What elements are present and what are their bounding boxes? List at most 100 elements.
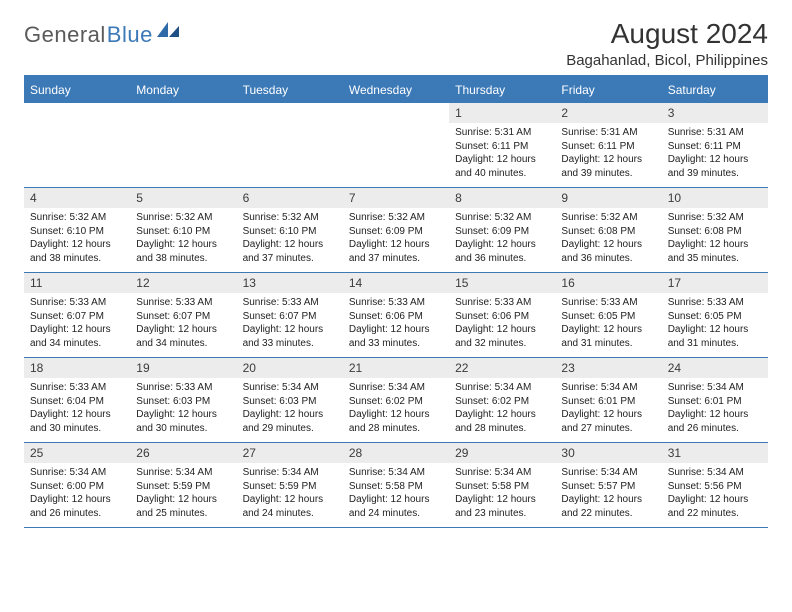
calendar-cell: 12Sunrise: 5:33 AMSunset: 6:07 PMDayligh… [130, 273, 236, 357]
day-number: 11 [24, 273, 130, 293]
sunrise-text: Sunrise: 5:33 AM [243, 296, 337, 310]
sunset-text: Sunset: 6:10 PM [30, 225, 124, 239]
calendar-week: 25Sunrise: 5:34 AMSunset: 6:00 PMDayligh… [24, 443, 768, 528]
day-number [24, 103, 130, 123]
day-body: Sunrise: 5:34 AMSunset: 6:00 PMDaylight:… [24, 463, 130, 524]
day-number: 19 [130, 358, 236, 378]
day-number: 22 [449, 358, 555, 378]
day-body: Sunrise: 5:31 AMSunset: 6:11 PMDaylight:… [662, 123, 768, 184]
sunset-text: Sunset: 6:10 PM [136, 225, 230, 239]
daylight-text: Daylight: 12 hours and 26 minutes. [668, 408, 762, 435]
calendar-grid: Sunday Monday Tuesday Wednesday Thursday… [24, 75, 768, 528]
daylight-text: Daylight: 12 hours and 35 minutes. [668, 238, 762, 265]
calendar-week: 4Sunrise: 5:32 AMSunset: 6:10 PMDaylight… [24, 188, 768, 273]
calendar-cell: 7Sunrise: 5:32 AMSunset: 6:09 PMDaylight… [343, 188, 449, 272]
sunset-text: Sunset: 6:00 PM [30, 480, 124, 494]
sunset-text: Sunset: 6:08 PM [561, 225, 655, 239]
sunset-text: Sunset: 6:05 PM [668, 310, 762, 324]
sunrise-text: Sunrise: 5:33 AM [30, 296, 124, 310]
calendar-cell: 13Sunrise: 5:33 AMSunset: 6:07 PMDayligh… [237, 273, 343, 357]
daylight-text: Daylight: 12 hours and 37 minutes. [349, 238, 443, 265]
day-body: Sunrise: 5:34 AMSunset: 6:03 PMDaylight:… [237, 378, 343, 439]
day-number: 24 [662, 358, 768, 378]
sunrise-text: Sunrise: 5:32 AM [561, 211, 655, 225]
calendar-cell: 1Sunrise: 5:31 AMSunset: 6:11 PMDaylight… [449, 103, 555, 187]
day-body: Sunrise: 5:33 AMSunset: 6:04 PMDaylight:… [24, 378, 130, 439]
sunrise-text: Sunrise: 5:33 AM [455, 296, 549, 310]
calendar-cell: 19Sunrise: 5:33 AMSunset: 6:03 PMDayligh… [130, 358, 236, 442]
calendar-cell: 9Sunrise: 5:32 AMSunset: 6:08 PMDaylight… [555, 188, 661, 272]
day-header: Saturday [662, 77, 768, 103]
daylight-text: Daylight: 12 hours and 36 minutes. [455, 238, 549, 265]
calendar-cell: 14Sunrise: 5:33 AMSunset: 6:06 PMDayligh… [343, 273, 449, 357]
day-header: Thursday [449, 77, 555, 103]
sunset-text: Sunset: 5:59 PM [243, 480, 337, 494]
sunrise-text: Sunrise: 5:33 AM [136, 296, 230, 310]
day-number [343, 103, 449, 123]
day-number [237, 103, 343, 123]
calendar-cell: 16Sunrise: 5:33 AMSunset: 6:05 PMDayligh… [555, 273, 661, 357]
daylight-text: Daylight: 12 hours and 25 minutes. [136, 493, 230, 520]
calendar-cell: 2Sunrise: 5:31 AMSunset: 6:11 PMDaylight… [555, 103, 661, 187]
day-body: Sunrise: 5:32 AMSunset: 6:09 PMDaylight:… [449, 208, 555, 269]
calendar-cell: 24Sunrise: 5:34 AMSunset: 6:01 PMDayligh… [662, 358, 768, 442]
day-number: 1 [449, 103, 555, 123]
sunset-text: Sunset: 5:58 PM [349, 480, 443, 494]
sunset-text: Sunset: 6:10 PM [243, 225, 337, 239]
day-number: 10 [662, 188, 768, 208]
sunrise-text: Sunrise: 5:34 AM [349, 466, 443, 480]
sunset-text: Sunset: 6:02 PM [455, 395, 549, 409]
day-header: Monday [130, 77, 236, 103]
sunset-text: Sunset: 6:09 PM [349, 225, 443, 239]
daylight-text: Daylight: 12 hours and 40 minutes. [455, 153, 549, 180]
sunrise-text: Sunrise: 5:34 AM [455, 381, 549, 395]
day-number: 3 [662, 103, 768, 123]
sunset-text: Sunset: 6:06 PM [455, 310, 549, 324]
day-body: Sunrise: 5:34 AMSunset: 5:58 PMDaylight:… [343, 463, 449, 524]
sunset-text: Sunset: 6:09 PM [455, 225, 549, 239]
sunset-text: Sunset: 6:01 PM [668, 395, 762, 409]
calendar-week: 11Sunrise: 5:33 AMSunset: 6:07 PMDayligh… [24, 273, 768, 358]
day-body: Sunrise: 5:32 AMSunset: 6:08 PMDaylight:… [662, 208, 768, 269]
daylight-text: Daylight: 12 hours and 36 minutes. [561, 238, 655, 265]
calendar-cell: 15Sunrise: 5:33 AMSunset: 6:06 PMDayligh… [449, 273, 555, 357]
day-header-row: Sunday Monday Tuesday Wednesday Thursday… [24, 77, 768, 103]
sunset-text: Sunset: 6:03 PM [136, 395, 230, 409]
daylight-text: Daylight: 12 hours and 33 minutes. [243, 323, 337, 350]
day-body: Sunrise: 5:32 AMSunset: 6:09 PMDaylight:… [343, 208, 449, 269]
day-number: 12 [130, 273, 236, 293]
brand-logo: General Blue [24, 18, 179, 48]
calendar-cell: 3Sunrise: 5:31 AMSunset: 6:11 PMDaylight… [662, 103, 768, 187]
daylight-text: Daylight: 12 hours and 38 minutes. [30, 238, 124, 265]
day-number: 6 [237, 188, 343, 208]
day-number: 9 [555, 188, 661, 208]
daylight-text: Daylight: 12 hours and 39 minutes. [668, 153, 762, 180]
sunrise-text: Sunrise: 5:33 AM [668, 296, 762, 310]
day-body: Sunrise: 5:34 AMSunset: 6:02 PMDaylight:… [449, 378, 555, 439]
day-body: Sunrise: 5:34 AMSunset: 6:01 PMDaylight:… [555, 378, 661, 439]
sunset-text: Sunset: 6:07 PM [243, 310, 337, 324]
sunrise-text: Sunrise: 5:31 AM [455, 126, 549, 140]
day-header: Wednesday [343, 77, 449, 103]
calendar-cell: 21Sunrise: 5:34 AMSunset: 6:02 PMDayligh… [343, 358, 449, 442]
day-number: 31 [662, 443, 768, 463]
sunset-text: Sunset: 6:03 PM [243, 395, 337, 409]
sunrise-text: Sunrise: 5:32 AM [349, 211, 443, 225]
day-body: Sunrise: 5:32 AMSunset: 6:10 PMDaylight:… [24, 208, 130, 269]
sunrise-text: Sunrise: 5:34 AM [30, 466, 124, 480]
sunset-text: Sunset: 6:11 PM [668, 140, 762, 154]
daylight-text: Daylight: 12 hours and 32 minutes. [455, 323, 549, 350]
calendar-cell: 27Sunrise: 5:34 AMSunset: 5:59 PMDayligh… [237, 443, 343, 527]
day-body: Sunrise: 5:34 AMSunset: 5:58 PMDaylight:… [449, 463, 555, 524]
sunrise-text: Sunrise: 5:34 AM [136, 466, 230, 480]
sunset-text: Sunset: 5:59 PM [136, 480, 230, 494]
day-body: Sunrise: 5:33 AMSunset: 6:05 PMDaylight:… [555, 293, 661, 354]
sunrise-text: Sunrise: 5:32 AM [455, 211, 549, 225]
day-body: Sunrise: 5:32 AMSunset: 6:10 PMDaylight:… [130, 208, 236, 269]
day-body: Sunrise: 5:33 AMSunset: 6:05 PMDaylight:… [662, 293, 768, 354]
daylight-text: Daylight: 12 hours and 28 minutes. [455, 408, 549, 435]
logo-text-general: General [24, 22, 106, 48]
day-body: Sunrise: 5:32 AMSunset: 6:08 PMDaylight:… [555, 208, 661, 269]
sunrise-text: Sunrise: 5:33 AM [30, 381, 124, 395]
sunset-text: Sunset: 6:02 PM [349, 395, 443, 409]
